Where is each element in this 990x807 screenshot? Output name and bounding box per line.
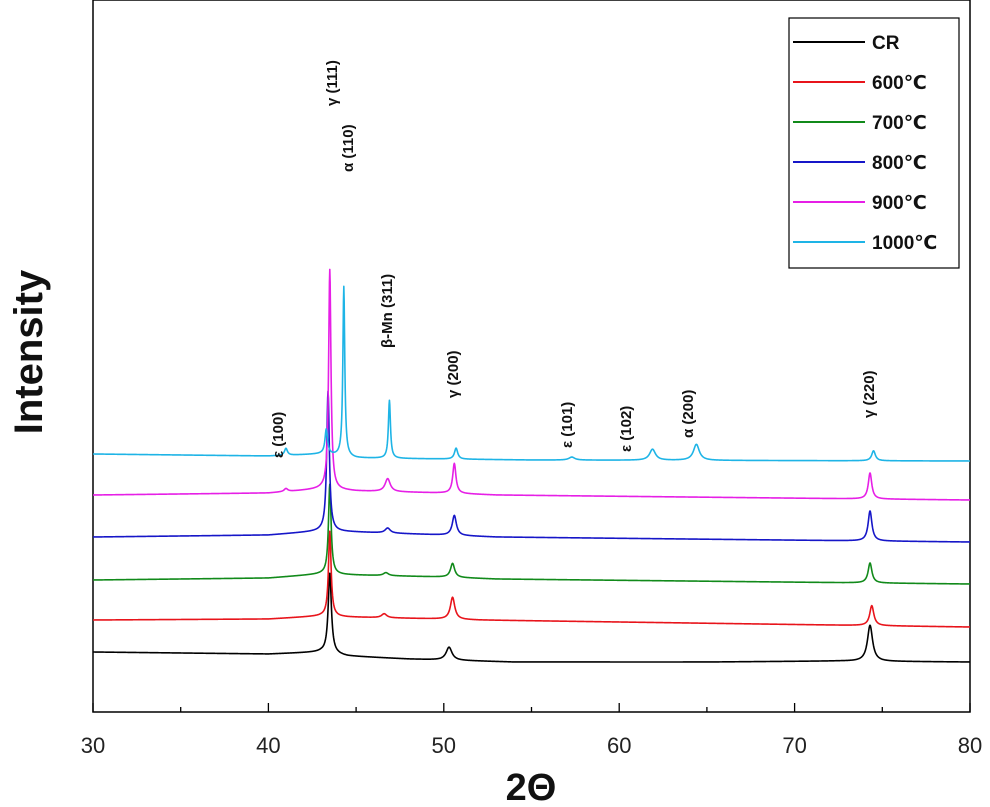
peak-label-2: α (110) xyxy=(340,124,357,172)
legend-label-1: 600℃ xyxy=(872,73,927,94)
peak-annotations: ε (100) γ (111) α (110) β-Mn (311) γ (200) ε … xyxy=(270,60,878,458)
x-tick-label-40: 40 xyxy=(256,733,280,758)
peak-label-5: ε (101) xyxy=(559,402,576,448)
legend-label-0: CR xyxy=(872,33,900,54)
legend-label-5: 1000℃ xyxy=(872,233,937,254)
peak-label-6: ε (102) xyxy=(618,406,635,452)
x-tick-label-70: 70 xyxy=(782,733,806,758)
peak-label-4: γ (200) xyxy=(445,350,462,398)
x-axis-title: 2Θ xyxy=(506,767,557,807)
series-line-4 xyxy=(92,268,971,501)
y-axis-title: Intensity xyxy=(7,269,51,434)
peak-label-8: γ (220) xyxy=(861,370,878,418)
series-line-0 xyxy=(92,572,971,663)
series-line-2 xyxy=(92,483,971,585)
legend-label-2: 700℃ xyxy=(872,113,927,134)
x-axis-ticks: 30 40 50 60 70 80 xyxy=(81,703,982,758)
legend-box xyxy=(788,17,960,269)
series-line-5 xyxy=(92,285,971,462)
peak-label-1: γ (111) xyxy=(324,60,341,106)
x-tick-label-30: 30 xyxy=(81,733,105,758)
x-tick-label-50: 50 xyxy=(432,733,456,758)
legend: CR 600℃ 700℃ 800℃ 900℃ 1000℃ xyxy=(788,17,960,269)
series-line-3 xyxy=(92,390,971,543)
series-traces xyxy=(92,268,971,663)
peak-label-0: ε (100) xyxy=(270,412,287,458)
peak-label-7: α (200) xyxy=(680,390,697,438)
x-tick-label-80: 80 xyxy=(958,733,982,758)
legend-label-4: 900℃ xyxy=(872,193,927,214)
peak-label-3: β-Mn (311) xyxy=(379,274,396,348)
series-line-1 xyxy=(92,530,971,628)
legend-label-3: 800℃ xyxy=(872,153,927,174)
x-tick-label-60: 60 xyxy=(607,733,631,758)
